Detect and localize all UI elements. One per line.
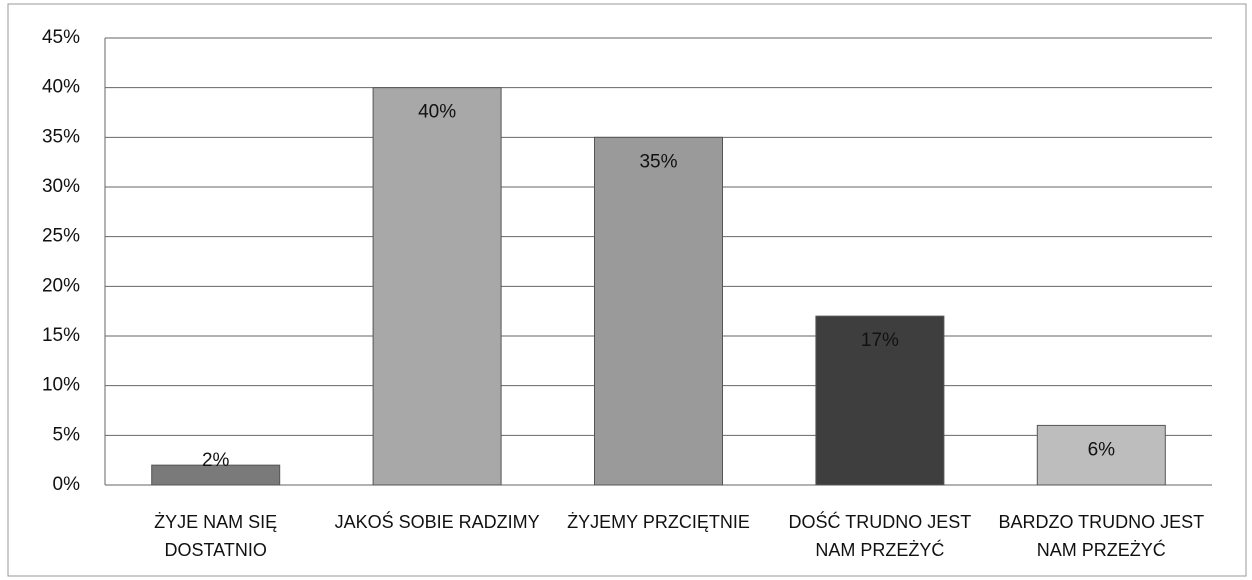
bar: [372, 87, 502, 486]
value-label: 6%: [1088, 439, 1116, 460]
x-tick-label: BARDZO TRUDNO JEST NAM PRZEŻYĆ: [998, 512, 1205, 560]
value-label: 2%: [202, 450, 230, 471]
y-tick-label: 25%: [42, 226, 80, 247]
y-tick-label: 40%: [42, 77, 80, 98]
value-label: 40%: [418, 102, 456, 123]
bar: [815, 315, 945, 486]
y-tick-label: 10%: [42, 375, 80, 396]
bar: [594, 136, 723, 486]
y-tick-label: 35%: [42, 126, 80, 147]
y-tick-label: 45%: [42, 27, 80, 48]
x-tick-label: ŻYJE NAM SIĘ DOSTATNIO: [154, 512, 278, 560]
y-tick-label: 15%: [42, 325, 80, 346]
x-tick-label: JAKOŚ SOBIE RADZIMY: [334, 512, 540, 532]
value-label: 17%: [861, 330, 899, 351]
x-tick-label: DOŚĆ TRUDNO JEST NAM PRZEŻYĆ: [788, 512, 972, 560]
chart-border: [7, 3, 1247, 577]
value-label: 35%: [639, 151, 677, 172]
y-tick-label: 30%: [42, 176, 80, 197]
bar: [1036, 424, 1166, 486]
y-tick-label: 0%: [53, 474, 81, 495]
x-tick-label: ŻYJEMY PRZCIĘTNIE: [567, 512, 750, 532]
bar: [151, 464, 281, 486]
y-tick-label: 5%: [53, 424, 81, 445]
y-tick-label: 20%: [42, 275, 80, 296]
